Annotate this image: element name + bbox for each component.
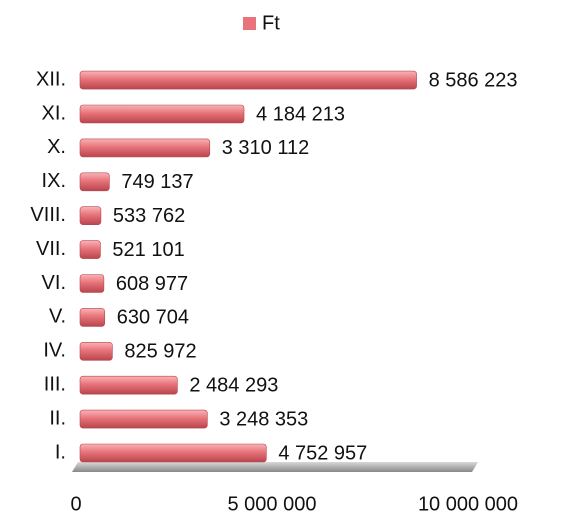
bar [79, 274, 105, 293]
bar [79, 341, 113, 361]
data-label: 630 704 [117, 307, 189, 329]
data-label: 533 762 [113, 205, 185, 227]
y-tick-label: IV. [43, 340, 66, 362]
y-tick-label: X. [47, 136, 66, 158]
y-tick-label: III. [44, 373, 66, 395]
bar [79, 206, 102, 225]
data-label: 825 972 [124, 341, 196, 363]
y-tick-label: VII. [36, 238, 66, 260]
data-label: 2 484 293 [189, 374, 278, 396]
data-label: 521 101 [112, 239, 184, 261]
y-tick-label: V. [49, 306, 66, 328]
data-label: 3 248 353 [219, 408, 308, 430]
bar [79, 104, 245, 124]
data-label: 4 184 213 [256, 103, 345, 125]
bar [79, 172, 110, 192]
data-label: 3 310 112 [222, 137, 310, 159]
bar [79, 308, 106, 327]
data-label: 608 977 [116, 273, 188, 295]
data-label: 8 586 223 [429, 69, 518, 91]
legend-swatch [243, 17, 256, 30]
bar [79, 443, 267, 463]
bar [79, 375, 178, 395]
y-tick-label: I. [55, 441, 66, 463]
bar [79, 409, 208, 429]
x-tick-label: 10 000 000 [418, 493, 518, 515]
x-tick-label: 5 000 000 [228, 493, 317, 515]
floor [72, 462, 478, 472]
legend-label: Ft [262, 12, 280, 34]
y-tick-label: IX. [42, 170, 66, 192]
y-tick-label: VI. [42, 272, 66, 294]
y-tick-label: II. [49, 407, 66, 429]
y-tick-label: XI. [42, 102, 66, 124]
bar [79, 240, 101, 259]
data-label: 4 752 957 [278, 442, 367, 464]
data-label: 749 137 [121, 171, 193, 193]
bar [79, 70, 417, 90]
x-tick-label: 0 [70, 493, 81, 515]
bar [79, 138, 211, 158]
y-tick-label: VIII. [30, 204, 66, 226]
y-tick-label: XII. [36, 68, 66, 90]
